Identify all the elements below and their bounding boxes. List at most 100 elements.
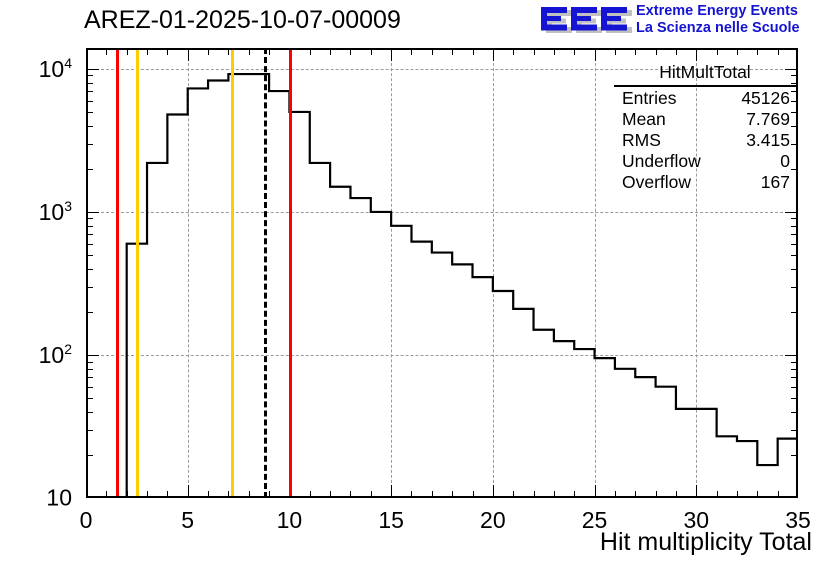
x-axis-tick [167,48,169,55]
y-axis-tick [791,243,798,245]
y-tick-label: 10 [46,484,72,511]
eee-logo-mark [541,7,632,33]
y-axis-tick [785,68,798,70]
y-axis-tick [86,429,93,431]
page-title: AREZ-01-2025-10-07-00009 [84,6,401,34]
x-axis-tick [187,48,189,61]
stats-row: Mean 7.769 [614,108,796,129]
x-axis-tick [370,491,372,498]
stats-row: Entries 45126 [614,87,796,108]
grid-line-vertical [391,48,393,498]
y-axis-tick [791,368,798,370]
x-tick-label: 30 [683,507,710,533]
y-tick-label: 103 [38,198,72,225]
x-axis-tick [635,491,637,498]
x-axis-tick [716,48,718,55]
x-axis-tick [411,48,413,55]
x-axis-tick [533,491,535,498]
y-axis-tick [791,398,798,400]
stats-row-key: Underflow [622,151,701,171]
y-axis-tick [791,234,798,236]
eee-logo-line2: La Scienza nelle Scuole [636,20,800,36]
y-axis-tick [86,82,93,84]
y-axis-tick [86,168,93,170]
stats-row-value: 3.415 [746,130,790,150]
x-axis-tick [553,491,555,498]
x-axis-tick [370,48,372,55]
x-axis-tick [452,48,454,55]
stats-row-key: Entries [622,88,677,108]
grid-line-horizontal [86,211,798,213]
red-line-low [115,48,119,498]
x-axis-tick [757,491,759,498]
stats-box: HitMultTotal Entries 45126 Mean 7.769 RMS 3.4… [614,61,796,192]
y-axis-tick [86,234,93,236]
x-axis-tick [594,48,596,61]
x-axis-tick [472,48,474,55]
y-axis-tick [86,225,93,227]
y-axis-tick [791,377,798,379]
x-axis-tick [675,491,677,498]
y-axis-tick [785,211,798,213]
x-axis-tick [269,491,271,498]
y-axis-tick [791,429,798,431]
grid-line-vertical [594,48,596,498]
stats-row-value: 0 [780,151,790,171]
y-axis-tick [791,91,798,93]
y-axis-tick [86,377,93,379]
x-axis-tick [167,491,169,498]
x-axis-tick [452,491,454,498]
x-axis-tick [350,491,352,498]
y-axis-tick [86,268,93,270]
stats-title: HitMultTotal [614,61,796,87]
y-axis-tick [86,218,93,220]
x-tick-label: 10 [276,507,303,533]
y-axis-tick [86,254,93,256]
x-tick-label: 15 [378,507,404,533]
y-axis-tick [791,111,798,113]
y-axis-tick [791,386,798,388]
x-axis-tick [777,491,779,498]
x-axis-tick [350,48,352,55]
y-axis-tick [86,368,93,370]
x-axis-tick [106,491,108,498]
x-axis-tick [309,48,311,55]
x-axis-tick [411,491,413,498]
y-axis-tick [86,143,93,145]
x-axis-tick [309,491,311,498]
x-axis-tick [208,48,210,55]
histogram-curve [125,72,798,498]
y-axis-tick [86,398,93,400]
eee-logo-line1: Extreme Energy Events [636,3,798,19]
stats-row: RMS 3.415 [614,129,796,150]
grid-line-vertical [492,48,494,498]
plot-frame [86,48,798,498]
y-axis-tick [791,168,798,170]
stats-row-key: RMS [622,130,661,150]
x-axis-tick [635,48,637,55]
y-axis-tick [86,211,99,213]
x-tick-label: 35 [785,507,811,533]
y-axis-tick [791,225,798,227]
y-axis-tick [791,143,798,145]
x-axis-tick [553,48,555,55]
grid-line-horizontal [86,354,798,356]
y-axis-tick [86,125,93,127]
y-axis-tick [791,75,798,77]
grid-line-vertical [187,48,189,498]
x-axis-tick [391,485,393,498]
x-axis-tick [513,491,515,498]
x-tick-label: 5 [181,507,195,533]
plot-area [86,48,798,498]
y-axis-tick [791,125,798,127]
x-axis-tick [614,48,616,55]
grid-line-vertical [696,48,698,498]
stats-row-value: 7.769 [746,109,790,129]
grid-line-horizontal [86,68,798,70]
x-axis-tick [147,491,149,498]
x-axis-tick [228,48,230,55]
x-axis-title: Hit multiplicity Total [599,528,812,556]
stats-row-key: Overflow [622,172,692,192]
x-axis-tick [431,491,433,498]
